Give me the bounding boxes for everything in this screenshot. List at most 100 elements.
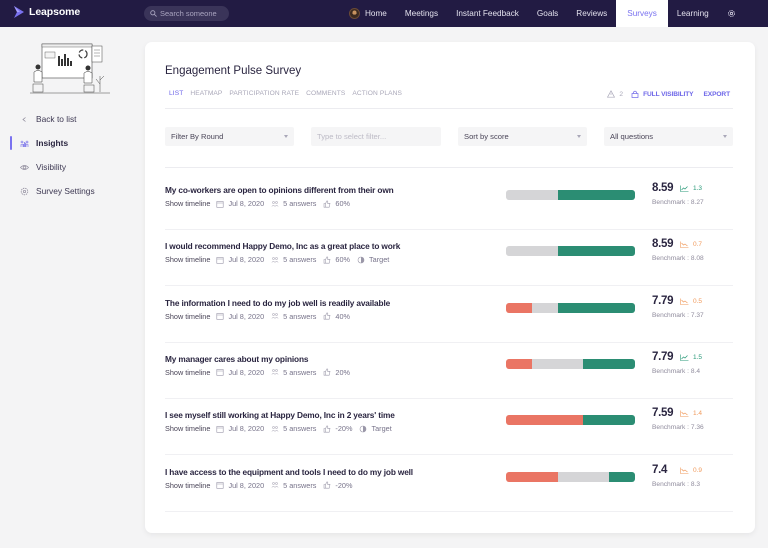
chevron-down-icon — [577, 135, 581, 138]
nav-home[interactable]: Home — [340, 0, 396, 27]
search-icon — [150, 10, 157, 17]
score: 8.59 — [652, 182, 674, 194]
distribution-bar — [506, 471, 635, 482]
survey-actions: 2 FULL VISIBILITY EXPORT — [607, 90, 730, 98]
filter-bar: Filter By Round Sort by score All questi… — [165, 127, 733, 146]
nav-surveys[interactable]: Surveys — [616, 0, 668, 27]
trend-down-icon — [680, 410, 689, 417]
benchmark: Benchmark : 7.36 — [652, 424, 704, 432]
score: 8.59 — [652, 238, 674, 251]
tab-participation-rate[interactable]: PARTICIPATION RATE — [229, 90, 300, 97]
favorability: 20% — [335, 367, 351, 377]
delta-value: 0.9 — [693, 466, 703, 474]
distribution-bar — [506, 358, 635, 369]
neutral-segment — [531, 358, 584, 369]
trend-up-icon — [680, 354, 689, 361]
trend-down-icon — [680, 467, 689, 474]
sidebar-item-visibility[interactable]: Visibility — [0, 158, 140, 176]
show-timeline-link[interactable]: Show timeline — [165, 424, 211, 434]
tab-heatmap[interactable]: HEATMAP — [190, 90, 223, 97]
nav-instant-feedback[interactable]: Instant Feedback — [447, 0, 528, 27]
search-box[interactable] — [144, 6, 229, 21]
trend-down-icon — [680, 241, 689, 249]
divider — [165, 397, 733, 399]
favorability: -20% — [335, 480, 353, 490]
question-text[interactable]: I see myself still working at Happy Demo… — [165, 410, 395, 421]
tab-action-plans[interactable]: ACTION PLANS — [352, 90, 402, 97]
nav-reviews[interactable]: Reviews — [567, 0, 616, 27]
question-text[interactable]: My manager cares about my opinions — [165, 353, 309, 364]
people-icon — [271, 256, 279, 263]
score: 7.4 — [652, 463, 668, 476]
favorable-segment — [557, 302, 635, 313]
score: 7.79 — [652, 350, 674, 363]
question-row[interactable]: My manager cares about my opinions Show … — [165, 347, 733, 403]
question-meta: Show timeline Jul 8, 2020 5 answers -20% — [165, 481, 355, 490]
benchmark: Benchmark : 7.37 — [652, 311, 704, 319]
full-visibility-link[interactable]: FULL VISIBILITY — [643, 90, 694, 98]
answer-count: 5 answers — [283, 424, 317, 434]
neutral-segment — [531, 302, 558, 313]
sidebar-item-back-to-list[interactable]: Back to list — [0, 110, 140, 128]
thumbs-up-icon — [324, 425, 331, 433]
answer-count: 5 answers — [283, 255, 317, 265]
score-delta: 0.9 — [680, 467, 702, 474]
filter-input[interactable] — [317, 132, 435, 141]
filter-by-round-select[interactable]: Filter By Round — [165, 127, 294, 146]
distribution-bar — [506, 190, 635, 200]
thumbs-up-icon — [324, 312, 331, 320]
question-text[interactable]: The information I need to do my job well… — [165, 297, 391, 308]
thumbs-up-icon — [324, 256, 331, 264]
sidebar-item-label: Survey Settings — [36, 186, 95, 196]
search-input[interactable] — [160, 9, 225, 18]
sidebar-item-insights[interactable]: Insights — [0, 134, 140, 152]
nav-surveys-label: Surveys — [627, 9, 657, 18]
nav-meetings[interactable]: Meetings — [396, 0, 447, 27]
main-nav: Home Meetings Instant Feedback Goals Rev… — [340, 0, 745, 27]
question-text[interactable]: I have access to the equipment and tools… — [165, 466, 413, 477]
sidebar-item-label: Back to list — [36, 114, 77, 124]
people-icon — [271, 369, 279, 376]
question-row[interactable]: My co-workers are open to opinions diffe… — [165, 178, 733, 234]
nav-goals[interactable]: Goals — [528, 0, 567, 27]
calendar-icon — [216, 482, 224, 489]
favorable-segment — [557, 190, 635, 200]
filter-input-box[interactable] — [311, 127, 441, 146]
show-timeline-link[interactable]: Show timeline — [165, 255, 211, 265]
question-row[interactable]: I have access to the equipment and tools… — [165, 460, 733, 516]
calendar-icon — [216, 425, 224, 433]
show-timeline-link[interactable]: Show timeline — [165, 199, 211, 208]
question-text[interactable]: My co-workers are open to opinions diffe… — [165, 185, 394, 195]
export-link[interactable]: EXPORT — [703, 90, 730, 98]
divider — [165, 341, 733, 343]
questions-select[interactable]: All questions — [604, 127, 733, 146]
question-text[interactable]: I would recommend Happy Demo, Inc as a g… — [165, 241, 401, 252]
question-row[interactable]: I would recommend Happy Demo, Inc as a g… — [165, 234, 733, 290]
show-timeline-link[interactable]: Show timeline — [165, 480, 211, 490]
question-row[interactable]: The information I need to do my job well… — [165, 291, 733, 347]
answer-count: 5 answers — [283, 480, 317, 490]
sort-select[interactable]: Sort by score — [458, 127, 587, 146]
chevron-down-icon — [723, 135, 727, 138]
chevron-left-icon — [20, 115, 29, 124]
target-icon — [357, 256, 365, 264]
nav-learning[interactable]: Learning — [668, 0, 718, 27]
delta-value: 0.5 — [693, 297, 703, 305]
favorability: -20% — [335, 424, 353, 434]
brand-logo[interactable]: Leapsome — [14, 6, 80, 18]
warning-icon[interactable] — [607, 90, 616, 98]
favorable-segment — [583, 358, 635, 369]
show-timeline-link[interactable]: Show timeline — [165, 367, 211, 377]
settings-button[interactable] — [718, 0, 745, 27]
tab-comments[interactable]: COMMENTS — [306, 90, 346, 97]
tab-list[interactable]: LIST — [169, 90, 184, 97]
sidebar-item-survey-settings[interactable]: Survey Settings — [0, 182, 140, 200]
nav-instant-feedback-label: Instant Feedback — [456, 9, 519, 18]
thumbs-up-icon — [324, 481, 331, 489]
question-row[interactable]: I see myself still working at Happy Demo… — [165, 403, 733, 459]
avatar[interactable] — [349, 8, 360, 19]
question-meta: Show timeline Jul 8, 2020 5 answers 60% — [165, 199, 353, 208]
people-icon — [271, 313, 279, 320]
show-timeline-link[interactable]: Show timeline — [165, 311, 211, 321]
favorable-segment — [557, 246, 635, 257]
